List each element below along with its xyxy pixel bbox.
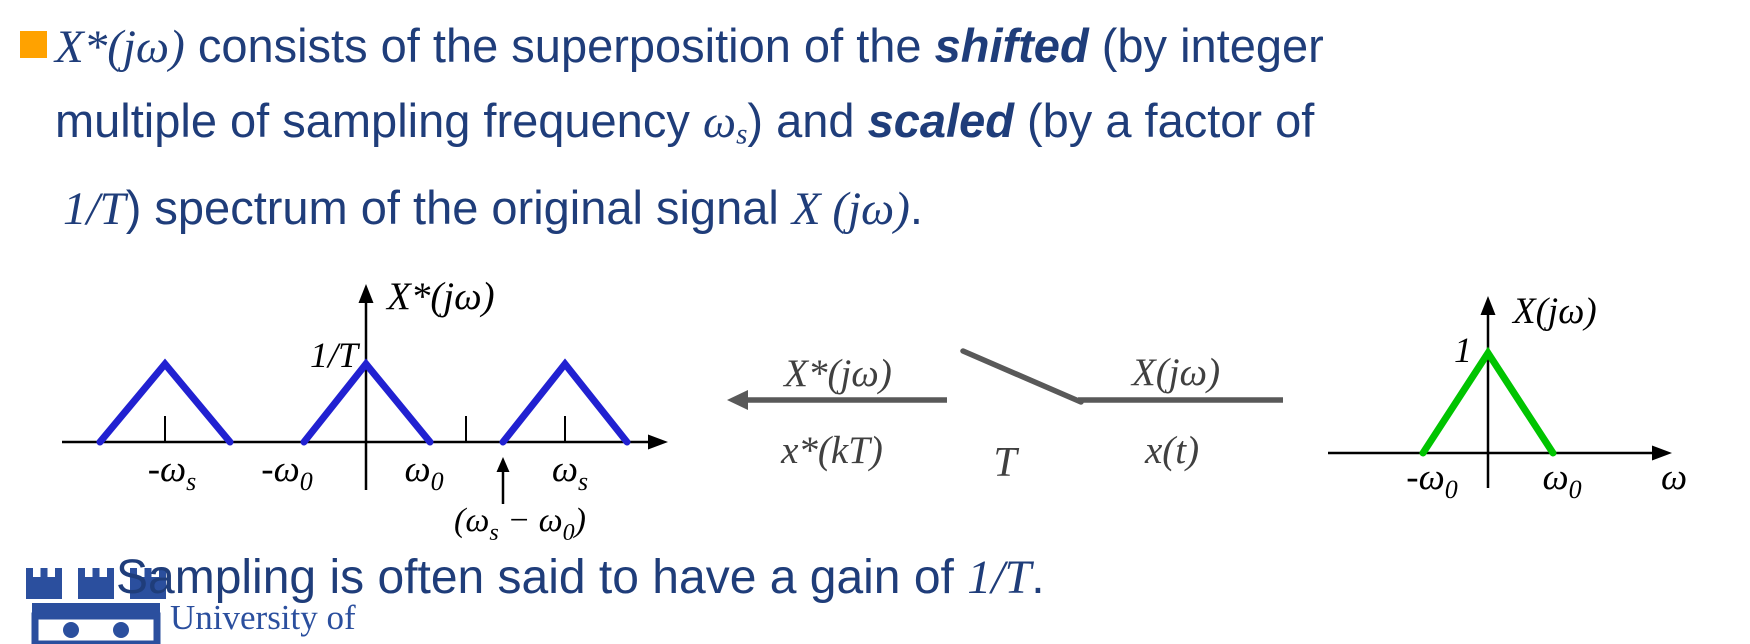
text-segment: X (jω) (791, 183, 910, 236)
x-axis-variable-label: ω (1661, 457, 1687, 498)
university-logo-castle-icon (26, 568, 166, 644)
tick-label-neg-omega-s: -ωs (148, 449, 197, 496)
spectrum-replica-triangle-right (499, 358, 631, 446)
sampling-period-label: T (993, 440, 1019, 486)
tick-label-omega-0: ω0 (1542, 457, 1581, 504)
sampler-block: X*(jω) x*(kT) T X(jω) x(t) (727, 348, 1283, 486)
text-segment: ) spectrum of the original signal (125, 181, 792, 235)
tick-label-omega-0: ω0 (404, 449, 443, 496)
text-segment: (by integer (1088, 19, 1324, 72)
paragraph-line: multiple of sampling frequency ωs) and s… (55, 84, 1735, 171)
x-axis-arrow-icon (1652, 445, 1672, 461)
annotation-label: (ωs − ω0) (454, 502, 586, 546)
axis-title: X(jω) (1511, 291, 1597, 332)
tick-label-omega-s: ωs (552, 449, 588, 496)
annotation-omega-s-minus-omega-0: (ωs − ω0) (454, 457, 586, 546)
text-segment: ω (702, 96, 737, 148)
input-time-label: x(t) (1144, 429, 1199, 472)
diagram-band: 1/T X*(jω) -ωs -ω0 ω0 ωs (ωs − ω0) X*(jω… (0, 240, 1750, 560)
text-segment: 1/T (63, 183, 126, 236)
peak-value-label: 1 (1454, 330, 1472, 370)
spectrum-replica-triangle-left (96, 358, 234, 446)
tick-label-neg-omega-0: -ω0 (1406, 457, 1457, 504)
y-axis-arrow-icon (1480, 296, 1496, 315)
original-spectrum-plot: X(jω) 1 -ω0 ω0 ω (1328, 291, 1687, 504)
text-segment: consists of the superposition of the (184, 19, 935, 72)
spectrum-replica-triangle-center (300, 358, 434, 446)
annotation-arrow-icon (496, 457, 510, 472)
text-segment: X*(jω) (55, 21, 185, 73)
text-segment: 1/T (967, 551, 1032, 604)
input-frequency-label: X(jω) (1130, 351, 1220, 394)
text-segment: scaled (867, 94, 1014, 147)
bullet-square-icon (20, 31, 47, 58)
text-segment: Sampling is often said to have a gain of (116, 551, 968, 604)
peak-value-label: 1/T (310, 335, 361, 375)
text-segment: . (909, 181, 923, 235)
bullet-paragraph-text: X*(jω) consists of the superposition of … (55, 9, 1735, 246)
diagram-svg: 1/T X*(jω) -ωs -ω0 ω0 ωs (ωs − ω0) X*(jω… (62, 275, 1687, 546)
university-logo-text: University of (170, 598, 356, 637)
y-axis-arrow-icon (358, 284, 374, 303)
closing-line-text: Sampling is often said to have a gain of… (116, 548, 1045, 608)
text-segment: . (1031, 551, 1045, 604)
switch-lever-line (960, 348, 1084, 405)
text-segment: multiple of sampling frequency (55, 94, 703, 147)
spectrum-triangle (1419, 346, 1557, 457)
text-segment: (by a factor of (1013, 94, 1315, 147)
axis-title: X*(jω) (385, 275, 495, 318)
tick-label-neg-omega-0: -ω0 (261, 449, 312, 496)
x-axis-arrow-icon (648, 434, 668, 450)
sampled-spectrum-plot: 1/T X*(jω) -ωs -ω0 ω0 ωs (ωs − ω0) (62, 275, 668, 546)
university-logo (26, 568, 166, 644)
text-segment: s (736, 118, 748, 151)
paragraph-line: X*(jω) consists of the superposition of … (55, 9, 1735, 84)
text-segment: ) and (747, 94, 868, 147)
output-frequency-label: X*(jω) (782, 352, 892, 395)
text-segment: shifted (934, 19, 1089, 72)
paragraph-line: 1/T) spectrum of the original signal X (… (63, 171, 1735, 246)
output-time-label: x*(kT) (780, 429, 883, 472)
output-arrow-icon (727, 390, 748, 410)
